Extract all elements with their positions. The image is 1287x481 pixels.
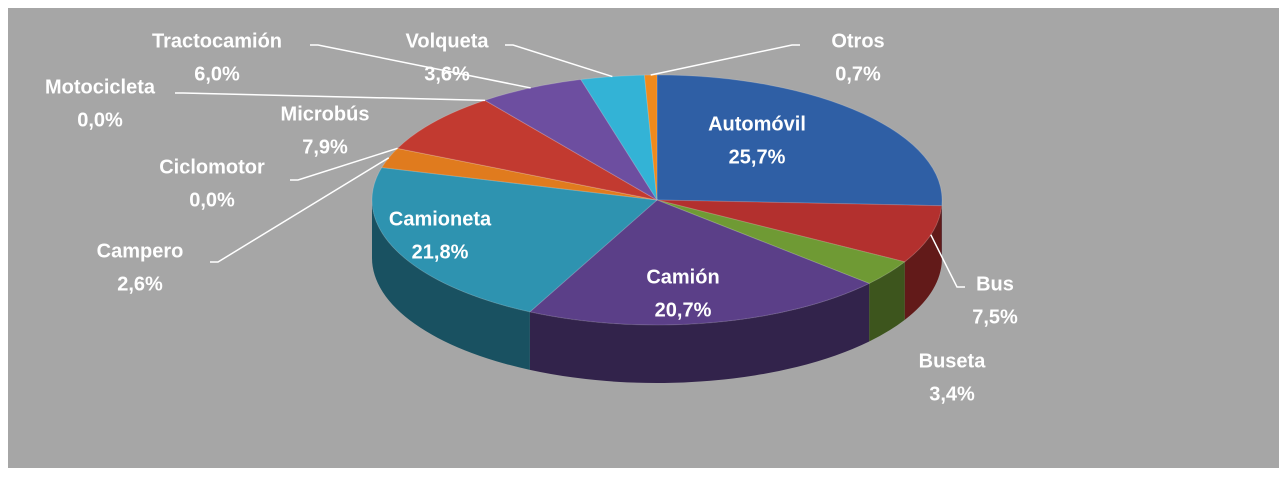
value-label: 7,5% xyxy=(972,306,1018,328)
value-label: 3,6% xyxy=(424,63,470,85)
category-label: Volqueta xyxy=(406,30,490,52)
category-label: Bus xyxy=(976,273,1014,295)
value-label: 20,7% xyxy=(655,299,712,321)
value-label: 21,8% xyxy=(412,241,469,263)
category-label: Automóvil xyxy=(708,113,806,135)
category-label: Camión xyxy=(646,266,719,288)
value-label: 0,0% xyxy=(189,189,235,211)
value-label: 6,0% xyxy=(194,63,240,85)
value-label: 0,7% xyxy=(835,63,881,85)
value-label: 3,4% xyxy=(929,383,975,405)
category-label: Motocicleta xyxy=(45,76,156,98)
value-label: 2,6% xyxy=(117,273,163,295)
category-label: Ciclomotor xyxy=(159,156,265,178)
category-label: Campero xyxy=(97,240,184,262)
category-label: Buseta xyxy=(919,350,987,372)
category-label: Otros xyxy=(831,30,884,52)
value-label: 25,7% xyxy=(729,146,786,168)
value-label: 7,9% xyxy=(302,136,348,158)
value-label: 0,0% xyxy=(77,109,123,131)
category-label: Microbús xyxy=(281,103,370,125)
category-label: Tractocamión xyxy=(152,30,282,52)
category-label: Camioneta xyxy=(389,208,492,230)
